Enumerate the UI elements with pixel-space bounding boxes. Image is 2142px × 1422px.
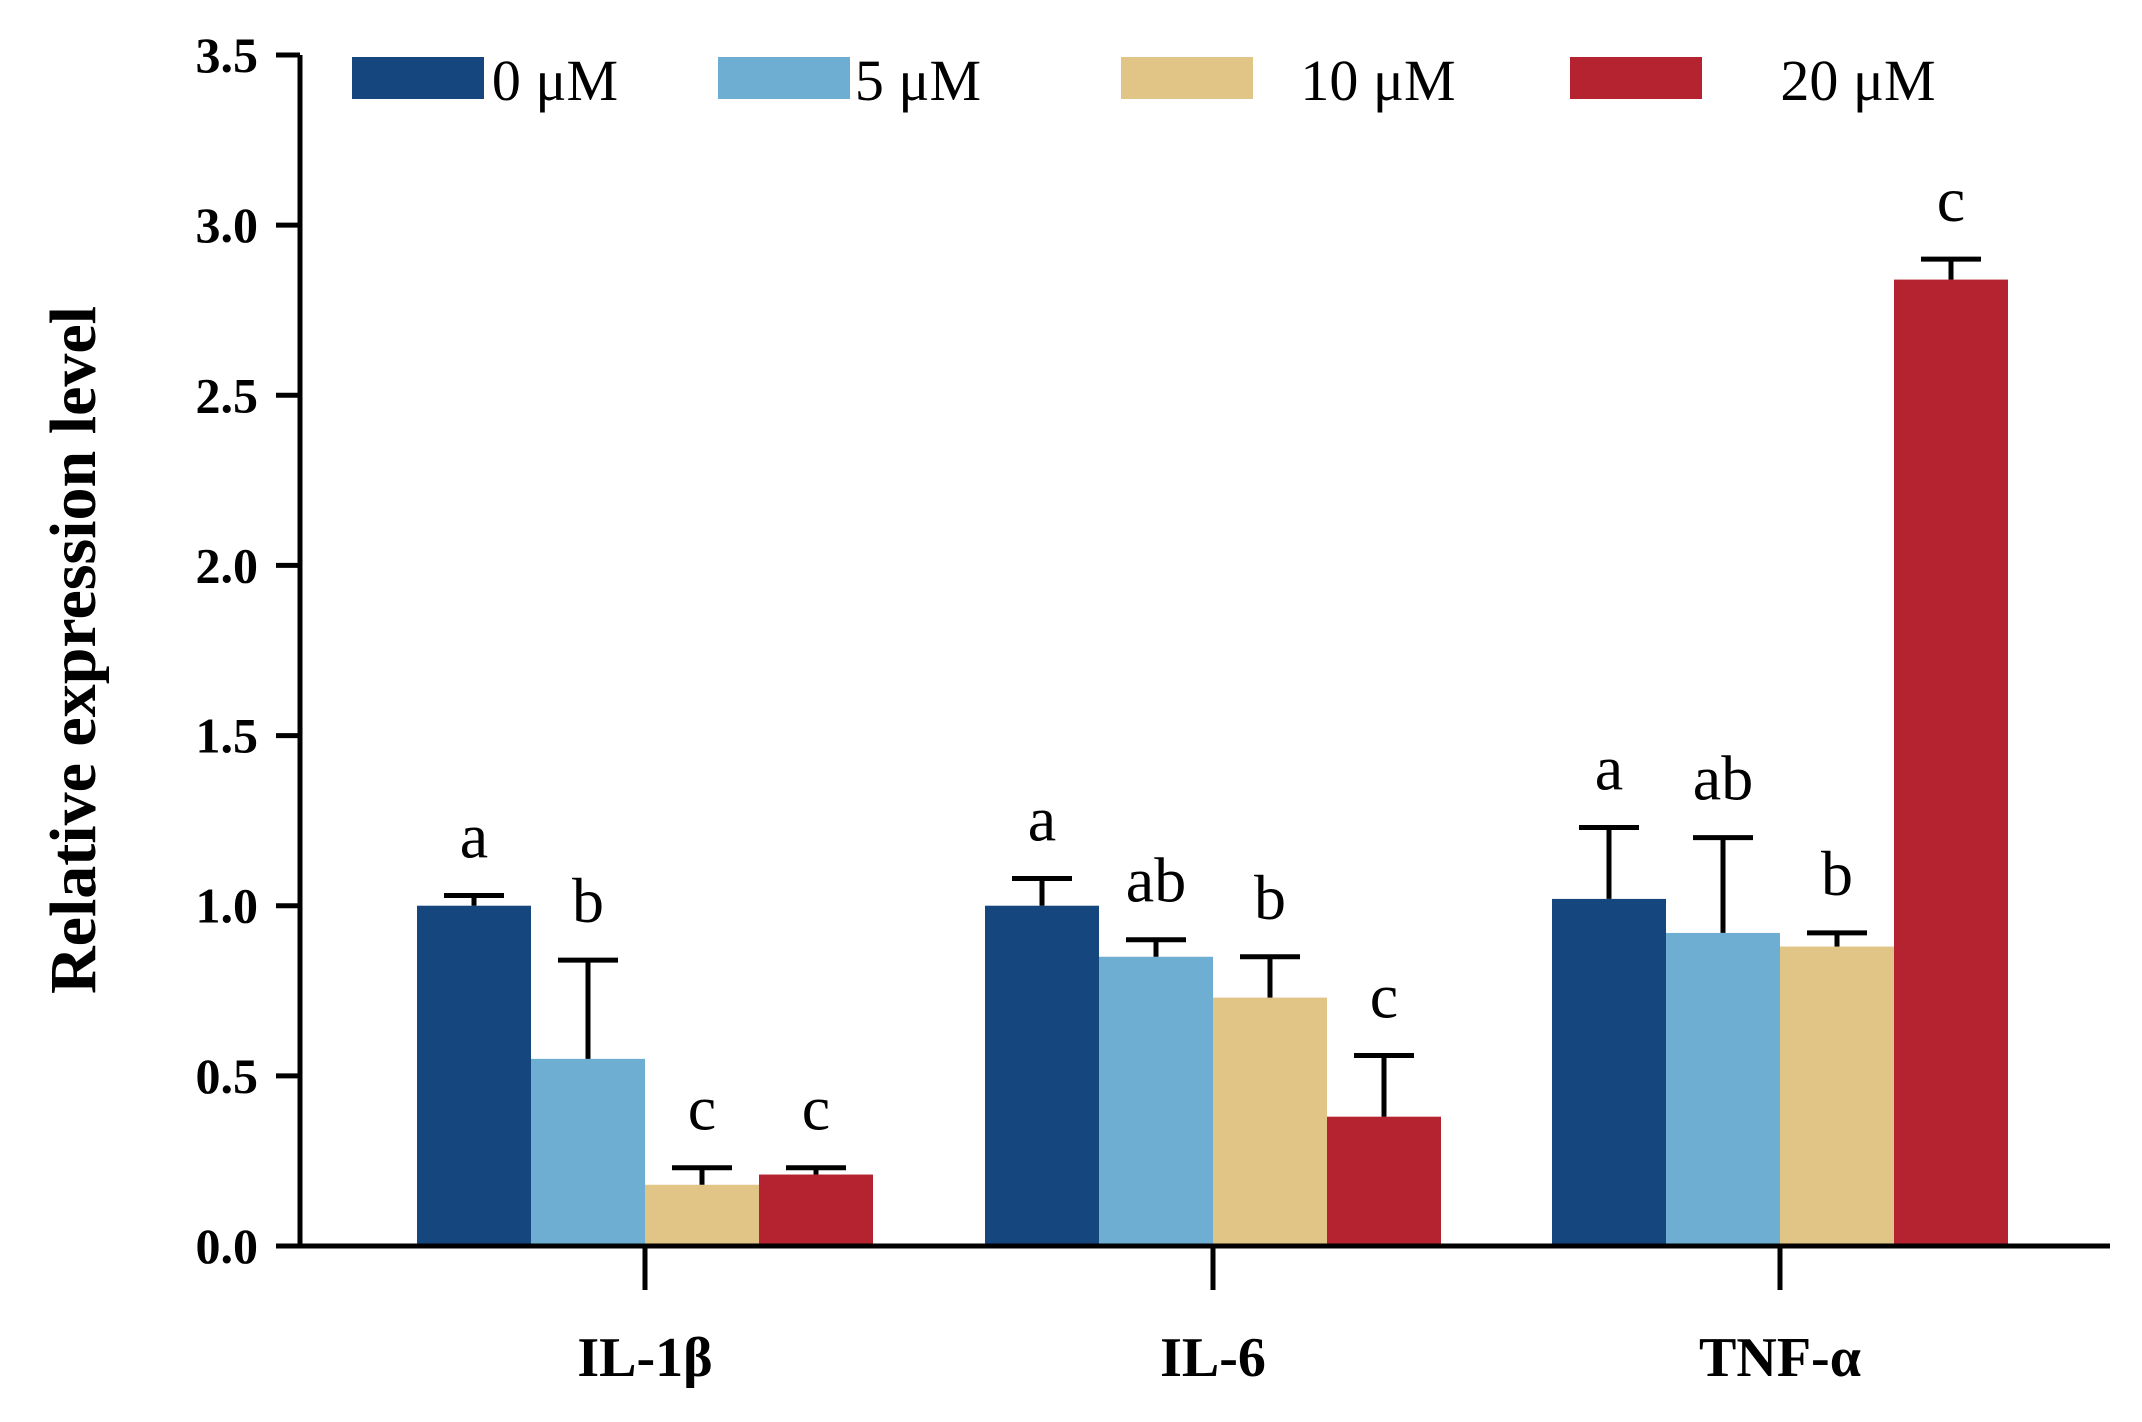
bar: [1666, 932, 1780, 1246]
y-ticks-layer: 0.0 0.5 1.0 1.5 2.0 2.5 3.0 3.5: [196, 27, 300, 1274]
significance-label: ab: [1693, 743, 1753, 814]
x-tick-label: TNF-α: [1699, 1327, 1861, 1389]
legend-label: 0 μM: [492, 48, 618, 113]
legend-swatch: [1570, 57, 1702, 99]
y-tick-label: 3.5: [196, 27, 259, 83]
bar: [759, 1174, 873, 1246]
y-tick-label: 1.0: [196, 878, 259, 934]
axes-layer: [297, 55, 2110, 1249]
significance-label: a: [460, 801, 488, 872]
significance-label: b: [572, 865, 604, 936]
bar: [985, 905, 1099, 1246]
significance-label: c: [688, 1073, 716, 1144]
significance-label: c: [802, 1073, 830, 1144]
legend: 0 μM 5 μM 10 μM 20 μM: [352, 48, 1936, 113]
bar: [645, 1184, 759, 1246]
y-tick-label: 3.0: [196, 197, 259, 253]
significance-label: b: [1254, 862, 1286, 933]
legend-label: 5 μM: [855, 48, 981, 113]
y-tick-label: 0.0: [196, 1218, 259, 1274]
significance-label: c: [1370, 960, 1398, 1031]
y-axis-title: Relative expression level: [37, 306, 110, 994]
bar: [1099, 956, 1213, 1246]
bar: [417, 905, 531, 1246]
x-tick-label: IL-6: [1160, 1327, 1266, 1389]
bar: [1552, 898, 1666, 1246]
legend-swatch: [352, 57, 484, 99]
bar: [1327, 1116, 1441, 1246]
bar: [1780, 946, 1894, 1246]
significance-label: a: [1595, 732, 1623, 803]
x-ticks-layer: IL-1β IL-6 TNF-α: [577, 1246, 1861, 1389]
bar: [1213, 997, 1327, 1246]
error-bars-layer: [444, 256, 1981, 1185]
legend-label: 20 μM: [1780, 48, 1935, 113]
y-tick-label: 2.5: [196, 367, 259, 423]
significance-label: ab: [1126, 845, 1186, 916]
y-tick-label: 1.5: [196, 708, 259, 764]
bar: [1894, 279, 2008, 1246]
legend-label: 10 μM: [1300, 48, 1455, 113]
legend-swatch: [718, 57, 850, 99]
y-tick-label: 0.5: [196, 1048, 259, 1104]
y-tick-label: 2.0: [196, 537, 259, 593]
significance-label: c: [1937, 164, 1965, 235]
significance-label: b: [1821, 838, 1853, 909]
significance-label: a: [1028, 783, 1056, 854]
legend-swatch: [1121, 57, 1253, 99]
x-tick-label: IL-1β: [577, 1327, 712, 1389]
bars-layer: [417, 279, 2008, 1246]
bar: [531, 1058, 645, 1246]
